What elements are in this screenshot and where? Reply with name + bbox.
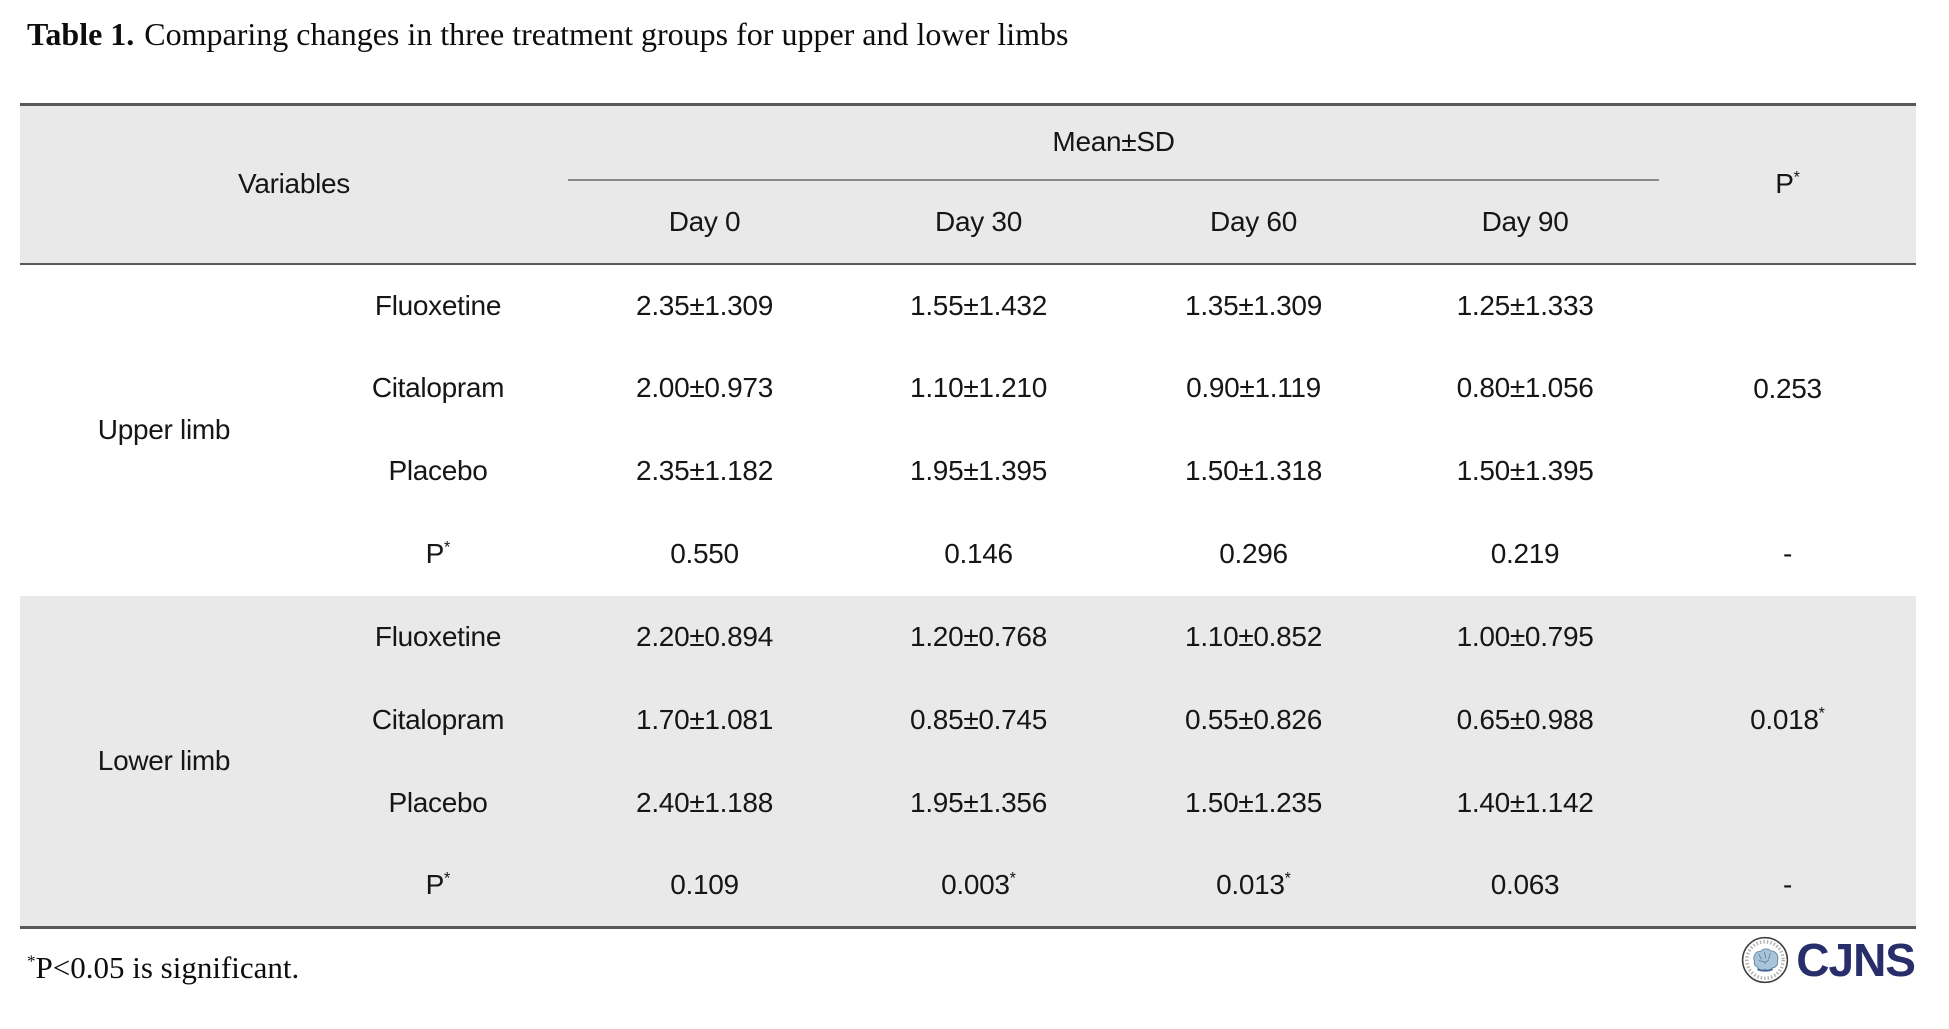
cell-value: 0.013 <box>1216 869 1285 901</box>
cell: 0.85±0.745 <box>841 678 1117 762</box>
p-row-label: P <box>425 869 445 901</box>
cell: 0.109 <box>568 844 842 928</box>
table-caption: Table 1. Comparing changes in three treat… <box>27 16 1068 53</box>
cell: 1.20±0.768 <box>841 595 1117 679</box>
cell: 2.35±1.182 <box>568 429 842 513</box>
cell: 0.80±1.056 <box>1391 346 1660 430</box>
cell: 2.35±1.309 <box>568 263 842 347</box>
cell: 1.50±1.318 <box>1116 429 1392 513</box>
table-row: Upper limb Fluoxetine 2.35±1.309 1.55±1.… <box>20 263 1917 596</box>
p-value: 0.018 <box>1750 704 1819 735</box>
header-p-label: P <box>1775 168 1794 200</box>
header-p-asterisk: * <box>1793 168 1800 187</box>
p-row-asterisk: * <box>444 538 451 557</box>
table-row: Placebo 2.35±1.182 1.95±1.395 1.50±1.318… <box>20 429 1916 513</box>
cell: 2.40±1.188 <box>568 761 842 845</box>
row-label: Fluoxetine <box>308 595 569 679</box>
cell-value: 0.550 <box>670 538 739 569</box>
cell-value: 0.003 <box>941 869 1010 901</box>
cell-value: 0.219 <box>1490 538 1560 569</box>
cell-asterisk: * <box>1009 869 1016 888</box>
header-day-0: Day 0 <box>568 179 842 265</box>
journal-logo: CJNS <box>1741 934 1916 986</box>
caption-text: Comparing changes in three treatment gro… <box>144 16 1069 52</box>
row-label: Fluoxetine <box>308 263 569 347</box>
cell: 1.95±1.356 <box>841 761 1117 845</box>
cell: 1.55±1.432 <box>841 263 1117 347</box>
row-label-p: P* <box>308 844 569 928</box>
cell: 0.65±0.988 <box>1391 678 1660 762</box>
section-upper-limb: Upper limb Fluoxetine 2.35±1.309 1.55±1.… <box>20 263 1917 596</box>
caption-number: Table 1. <box>27 16 135 52</box>
table-row: Placebo 2.40±1.188 1.95±1.356 1.50±1.235… <box>20 761 1916 845</box>
row-label: Placebo <box>308 429 569 513</box>
cell: 1.35±1.309 <box>1116 263 1392 347</box>
group-label-lower: Lower limb <box>20 595 308 928</box>
table-row: Lower limb Fluoxetine 2.20±0.894 1.20±0.… <box>20 595 1917 928</box>
results-table: Variables Mean±SD P* Day 0 Day 30 Day 60… <box>20 103 1917 929</box>
cell: 0.003* <box>841 844 1117 928</box>
cell: 1.00±0.795 <box>1391 595 1660 679</box>
header-day-60: Day 60 <box>1116 179 1392 265</box>
cell: 1.10±0.852 <box>1116 595 1392 679</box>
table-row: P* 0.550 0.146 0.296 0.219 - <box>20 512 1917 596</box>
row-label: Citalopram <box>308 678 569 762</box>
cell: 0.55±0.826 <box>1116 678 1392 762</box>
cell: 0.550 <box>568 512 842 596</box>
cell: 1.25±1.333 <box>1391 263 1660 347</box>
footnote-text: P<0.05 is significant. <box>35 950 300 985</box>
cell: 1.50±1.235 <box>1116 761 1392 845</box>
cell: 0.219 <box>1391 512 1660 596</box>
header-row-1: Variables Mean±SD P* <box>20 104 1917 265</box>
p-value: 0.253 <box>1753 372 1822 404</box>
cell: 1.40±1.142 <box>1391 761 1660 845</box>
cell-value: 0.063 <box>1490 869 1560 901</box>
header-mean-sd: Mean±SD <box>568 104 1660 181</box>
p-row-asterisk: * <box>444 869 451 888</box>
cell: 0.146 <box>841 512 1117 596</box>
table-row: Citalopram 2.00±0.973 1.10±1.210 0.90±1.… <box>20 346 1916 430</box>
cell-value: 0.296 <box>1219 538 1288 569</box>
p-value-asterisk: * <box>1818 704 1825 723</box>
header-day-30: Day 30 <box>841 179 1117 265</box>
header-day-90: Day 90 <box>1391 179 1660 265</box>
cell: 0.296 <box>1116 512 1392 596</box>
cell-value: 0.109 <box>670 869 739 901</box>
cell: 1.70±1.081 <box>568 678 842 762</box>
cell: 0.013* <box>1116 844 1392 928</box>
journal-wordmark: CJNS <box>1796 934 1916 986</box>
significance-footnote: *P<0.05 is significant. <box>27 950 299 986</box>
cell: 1.95±1.395 <box>841 429 1117 513</box>
cell-value: 0.146 <box>944 538 1013 569</box>
header-row-2: Day 0 Day 30 Day 60 Day 90 <box>20 179 1916 265</box>
p-dash-cell: - <box>1659 844 1917 928</box>
header-p: P* <box>1659 104 1917 265</box>
section-lower-limb: Lower limb Fluoxetine 2.20±0.894 1.20±0.… <box>20 595 1917 928</box>
cell: 0.063 <box>1391 844 1660 928</box>
header-variables: Variables <box>20 104 569 265</box>
cell: 1.50±1.395 <box>1391 429 1660 513</box>
cell: 2.20±0.894 <box>568 595 842 679</box>
row-label-p: P* <box>308 512 569 596</box>
cjns-seal-icon <box>1742 936 1789 984</box>
table-header: Variables Mean±SD P* Day 0 Day 30 Day 60… <box>20 104 1917 265</box>
row-label: Citalopram <box>308 346 569 430</box>
group-label-upper: Upper limb <box>20 263 308 596</box>
p-row-label: P <box>425 538 445 569</box>
cell: 2.00±0.973 <box>568 346 842 430</box>
footnote-asterisk: * <box>27 951 36 971</box>
cell-asterisk: * <box>1284 869 1291 888</box>
table-row: Citalopram 1.70±1.081 0.85±0.745 0.55±0.… <box>20 678 1916 762</box>
p-dash-cell: - <box>1659 512 1917 596</box>
p-value-cell: 0.253 <box>1659 263 1917 513</box>
cell: 0.90±1.119 <box>1116 346 1392 430</box>
cell: 1.10±1.210 <box>841 346 1117 430</box>
p-value-cell: 0.018* <box>1659 595 1917 845</box>
row-label: Placebo <box>308 761 569 845</box>
table-row: P* 0.109 0.003* 0.013* 0.063 - <box>20 844 1917 928</box>
